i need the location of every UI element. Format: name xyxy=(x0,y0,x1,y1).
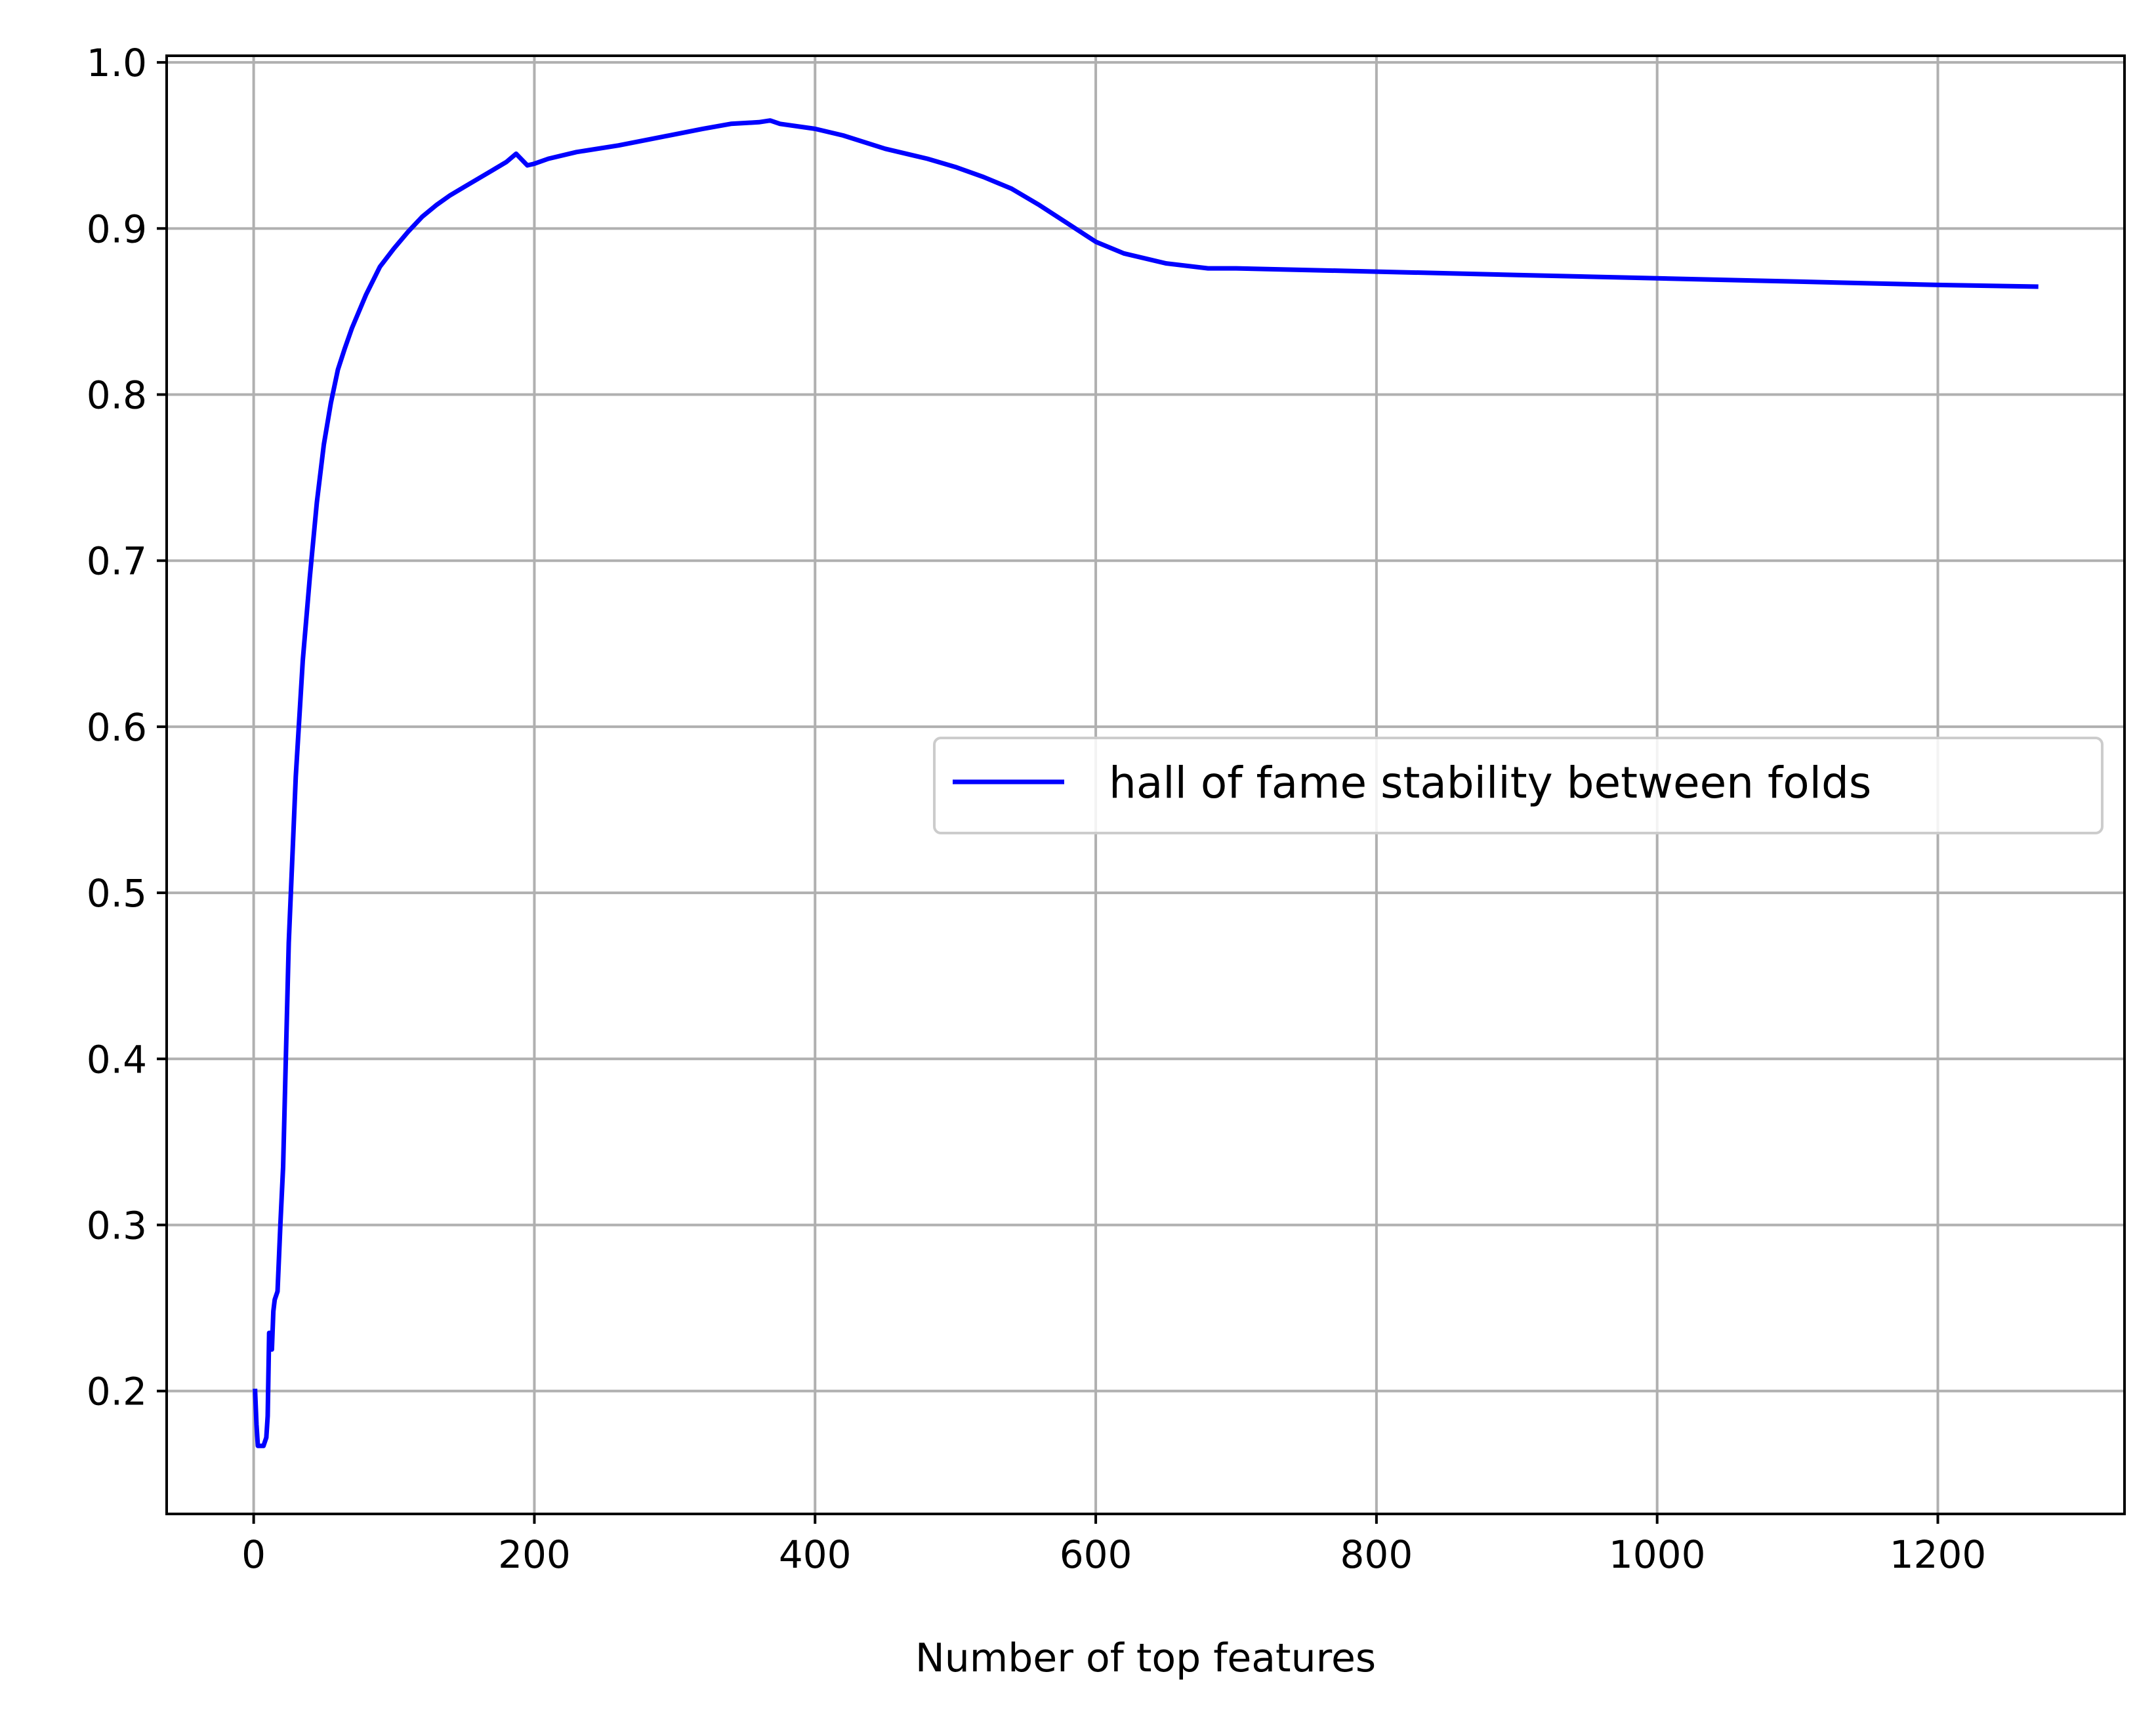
legend-label: hall of fame stability between folds xyxy=(1109,758,1871,808)
y-tick-label: 0.6 xyxy=(87,705,147,750)
x-axis-title: Number of top features xyxy=(915,1635,1376,1681)
x-tick-label: 800 xyxy=(1340,1532,1413,1577)
series-line xyxy=(253,118,2039,1448)
legend-box xyxy=(933,737,2104,834)
x-tick-label: 0 xyxy=(241,1532,266,1577)
y-tick-label: 0.5 xyxy=(87,871,147,916)
y-tick-label: 0.3 xyxy=(87,1203,147,1248)
ticks xyxy=(157,61,1939,1524)
plot-frame xyxy=(165,54,2126,1515)
y-tick-label: 0.8 xyxy=(87,373,147,418)
x-tick-label: 600 xyxy=(1060,1532,1132,1577)
y-tick-label: 0.4 xyxy=(87,1037,147,1082)
y-tick-label: 0.2 xyxy=(87,1370,147,1414)
series-layer xyxy=(253,118,2039,1448)
y-tick-label: 0.7 xyxy=(87,539,147,584)
y-tick-label: 1.0 xyxy=(87,41,147,85)
x-tick-label: 1200 xyxy=(1890,1532,1987,1577)
x-tick-label: 1000 xyxy=(1609,1532,1706,1577)
y-tick-label: 0.9 xyxy=(87,207,147,251)
tick-labels: 0 200 400 600 800 1000 1200 0.2 0.3 0.4 0.5 0.6 0.7 0… xyxy=(87,41,1987,1577)
x-tick-label: 400 xyxy=(779,1532,852,1577)
legend: hall of fame stability between folds xyxy=(933,737,2104,834)
x-tick-label: 200 xyxy=(498,1532,571,1577)
